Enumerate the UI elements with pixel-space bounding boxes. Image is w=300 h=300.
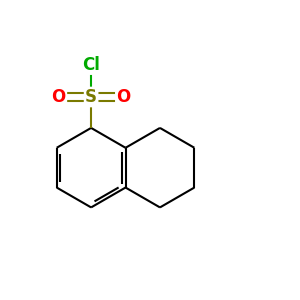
Text: O: O	[52, 88, 66, 106]
Text: Cl: Cl	[82, 56, 100, 74]
Text: S: S	[85, 88, 97, 106]
Text: O: O	[116, 88, 130, 106]
